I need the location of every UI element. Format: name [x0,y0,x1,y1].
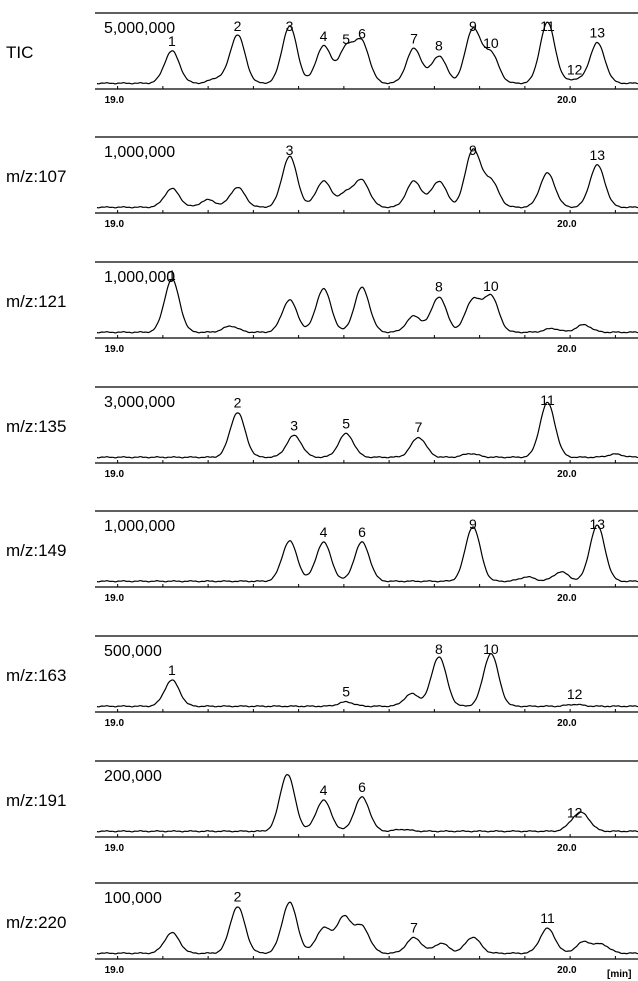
peak-label: 9 [469,516,477,532]
intensity-scale-label: 1,000,000 [104,144,175,161]
chromatogram-trace [96,524,638,583]
x-tick-label: 19.0 [105,219,125,230]
peak-label: 13 [589,25,605,41]
peak-label: 2 [234,394,242,410]
intensity-scale-label: 5,000,000 [104,20,175,37]
peak-label: 5 [342,684,350,700]
peak-label: 12 [567,61,583,77]
peak-label: 10 [483,278,499,294]
chromatogram-trace [96,901,638,955]
x-tick-label: 19.0 [105,965,125,976]
intensity-scale-label: 1,000,000 [104,269,175,286]
chromatogram-trace [96,278,638,334]
peak-label: 9 [469,142,477,158]
peak-label: 12 [567,804,583,820]
panel-m-z-191: m/z:191 200,000 19.0 20.0 4 6 12 [6,760,638,854]
x-tick-label: 20.0 [557,219,577,230]
peak-label: 10 [483,641,499,657]
trace-label: m/z:107 [6,167,66,186]
trace-label: TIC [6,43,33,62]
peak-label: 3 [290,417,298,433]
x-tick-label: 19.0 [105,843,125,854]
x-tick-label: 19.0 [105,593,125,604]
peak-label: 7 [410,30,418,46]
intensity-scale-label: 500,000 [104,643,162,660]
intensity-scale-label: 1,000,000 [104,518,175,535]
trace-label: m/z:191 [6,791,66,810]
x-tick-label: 19.0 [105,95,125,106]
x-tick-label: 20.0 [557,593,577,604]
chromatogram-trace [96,21,638,85]
peak-label: 4 [320,782,328,798]
x-tick-label: 20.0 [557,965,577,976]
trace-label: m/z:220 [6,913,66,932]
trace-label: m/z:163 [6,666,66,685]
peak-label: 7 [410,920,418,936]
x-tick-label: 20.0 [557,344,577,355]
peak-label: 11 [540,910,555,926]
peak-label: 13 [589,147,605,163]
x-tick-label: 19.0 [105,344,125,355]
trace-label: m/z:121 [6,292,66,311]
peak-label: 5 [342,31,350,47]
peak-label: 11 [540,18,555,34]
peak-label: 9 [469,18,477,34]
peak-label: 3 [286,142,294,158]
peak-label: 5 [342,415,350,431]
peak-label: 11 [540,392,555,408]
peak-label: 6 [358,779,366,795]
peak-label: 2 [234,18,242,34]
chromatogram-trace [96,652,638,708]
peak-label: 1 [168,267,176,283]
peak-label: 4 [320,28,328,44]
x-tick-label: 20.0 [557,843,577,854]
peak-label: 1 [168,662,176,678]
x-tick-label: 19.0 [105,469,125,480]
peak-label: 2 [234,889,242,905]
panel-m-z-121: m/z:121 1,000,000 19.0 20.0 1 8 10 [6,261,638,355]
peak-label: 10 [483,35,499,51]
x-tick-label: 20.0 [557,469,577,480]
peak-label: 13 [589,516,605,532]
x-tick-label: 20.0 [557,95,577,106]
x-tick-label: 19.0 [105,718,125,729]
trace-label: m/z:149 [6,541,66,560]
peak-label: 7 [415,419,423,435]
chromatogram-trace [96,401,638,459]
peak-label: 3 [286,18,294,34]
intensity-scale-label: 200,000 [104,768,162,785]
panel-m-z-163: m/z:163 500,000 19.0 20.0 1 5 8 10 12 [6,635,638,729]
panel-m-z-220: m/z:220 100,000 19.0 20.0 2 7 11 [6,882,638,976]
trace-label: m/z:135 [6,417,66,436]
peak-label: 8 [435,279,443,295]
x-tick-label: 20.0 [557,718,577,729]
panel-m-z-149: m/z:149 1,000,000 19.0 20.0 4 6 9 13 [6,510,638,604]
chromatogram-trace [96,148,638,209]
peak-label: 6 [358,25,366,41]
x-unit-label: [min] [607,969,631,980]
peak-label: 8 [435,641,443,657]
intensity-scale-label: 100,000 [104,890,162,907]
peak-label: 1 [168,33,176,49]
chromatogram-trace [96,774,638,833]
intensity-scale-label: 3,000,000 [104,394,175,411]
peak-label: 8 [435,38,443,54]
peak-label: 6 [358,524,366,540]
peak-label: 4 [320,524,328,540]
panel-m-z-135: m/z:135 3,000,000 19.0 20.0 2 3 5 7 11 [6,386,638,480]
peak-label: 12 [567,686,583,702]
panel-m-z-107: m/z:107 1,000,000 19.0 20.0 3 9 13 [6,136,638,230]
